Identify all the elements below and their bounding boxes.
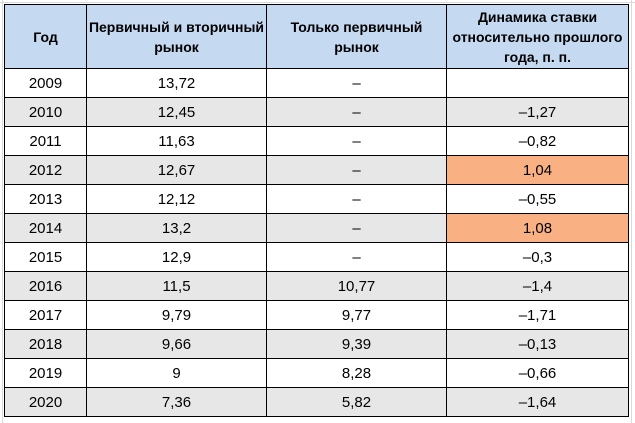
table-row: 2010 12,45 – –1,27 [4, 97, 629, 127]
cell-rate-change[interactable]: –1,71 [446, 300, 629, 330]
header-rate-change[interactable]: Динамика ставки относительно прошлого го… [446, 4, 629, 69]
cell-both-markets[interactable]: 9 [86, 358, 267, 388]
cell-year[interactable]: 2011 [4, 126, 87, 156]
cell-both-markets[interactable]: 12,45 [86, 97, 267, 127]
cell-year[interactable]: 2012 [4, 155, 87, 185]
cell-primary-only[interactable]: 9,39 [266, 329, 447, 359]
cell-rate-change[interactable]: –0,82 [446, 126, 629, 156]
table-row: 2018 9,66 9,39 –0,13 [4, 329, 629, 359]
cell-rate-change[interactable]: –0,66 [446, 358, 629, 388]
cell-primary-only[interactable]: 8,28 [266, 358, 447, 388]
cell-year[interactable]: 2015 [4, 242, 87, 272]
gridline [2, 0, 3, 423]
mortgage-rate-table: Год Первичный и вторичный рынок Только п… [4, 4, 629, 417]
cell-rate-change[interactable]: –0,3 [446, 242, 629, 272]
cell-primary-only[interactable]: – [266, 97, 447, 127]
header-primary-only[interactable]: Только первичный рынок [266, 4, 447, 69]
table-row: 2012 12,67 – 1,04 [4, 155, 629, 185]
cell-rate-change[interactable]: –1,4 [446, 271, 629, 301]
cell-rate-change[interactable]: –0,13 [446, 329, 629, 359]
cell-year[interactable]: 2014 [4, 213, 87, 243]
table-row: 2019 9 8,28 –0,66 [4, 358, 629, 388]
cell-primary-only[interactable]: – [266, 155, 447, 185]
cell-both-markets[interactable]: 13,72 [86, 68, 267, 98]
cell-rate-change[interactable]: –0,55 [446, 184, 629, 214]
cell-primary-only[interactable]: 10,77 [266, 271, 447, 301]
cell-both-markets[interactable]: 7,36 [86, 387, 267, 417]
cell-both-markets[interactable]: 13,2 [86, 213, 267, 243]
cell-year[interactable]: 2010 [4, 97, 87, 127]
header-year[interactable]: Год [4, 4, 87, 69]
header-row: Год Первичный и вторичный рынок Только п… [4, 4, 629, 69]
table-row: 2016 11,5 10,77 –1,4 [4, 271, 629, 301]
cell-year[interactable]: 2013 [4, 184, 87, 214]
table-row: 2017 9,79 9,77 –1,71 [4, 300, 629, 330]
gridline [631, 0, 632, 423]
cell-rate-change[interactable]: –1,27 [446, 97, 629, 127]
table-row: 2011 11,63 – –0,82 [4, 126, 629, 156]
cell-primary-only[interactable]: 9,77 [266, 300, 447, 330]
cell-both-markets[interactable]: 11,5 [86, 271, 267, 301]
cell-both-markets[interactable]: 12,67 [86, 155, 267, 185]
cell-rate-change[interactable] [446, 68, 629, 98]
cell-both-markets[interactable]: 9,66 [86, 329, 267, 359]
table-row: 2014 13,2 – 1,08 [4, 213, 629, 243]
cell-primary-only[interactable]: 5,82 [266, 387, 447, 417]
cell-primary-only[interactable]: – [266, 242, 447, 272]
cell-both-markets[interactable]: 11,63 [86, 126, 267, 156]
table-row: 2015 12,9 – –0,3 [4, 242, 629, 272]
cell-primary-only[interactable]: – [266, 184, 447, 214]
cell-both-markets[interactable]: 12,9 [86, 242, 267, 272]
table-row: 2013 12,12 – –0,55 [4, 184, 629, 214]
header-both-markets[interactable]: Первичный и вторичный рынок [86, 4, 267, 69]
cell-primary-only[interactable]: – [266, 126, 447, 156]
cell-primary-only[interactable]: – [266, 68, 447, 98]
cell-year[interactable]: 2017 [4, 300, 87, 330]
cell-both-markets[interactable]: 12,12 [86, 184, 267, 214]
cell-year[interactable]: 2019 [4, 358, 87, 388]
cell-rate-change-highlighted[interactable]: 1,04 [446, 155, 629, 185]
cell-rate-change[interactable]: –1,64 [446, 387, 629, 417]
cell-both-markets[interactable]: 9,79 [86, 300, 267, 330]
gridline [0, 2, 635, 3]
cell-primary-only[interactable]: – [266, 213, 447, 243]
cell-year[interactable]: 2009 [4, 68, 87, 98]
cell-year[interactable]: 2020 [4, 387, 87, 417]
cell-year[interactable]: 2016 [4, 271, 87, 301]
table-row: 2020 7,36 5,82 –1,64 [4, 387, 629, 417]
cell-rate-change-highlighted[interactable]: 1,08 [446, 213, 629, 243]
cell-year[interactable]: 2018 [4, 329, 87, 359]
table-row: 2009 13,72 – [4, 68, 629, 98]
